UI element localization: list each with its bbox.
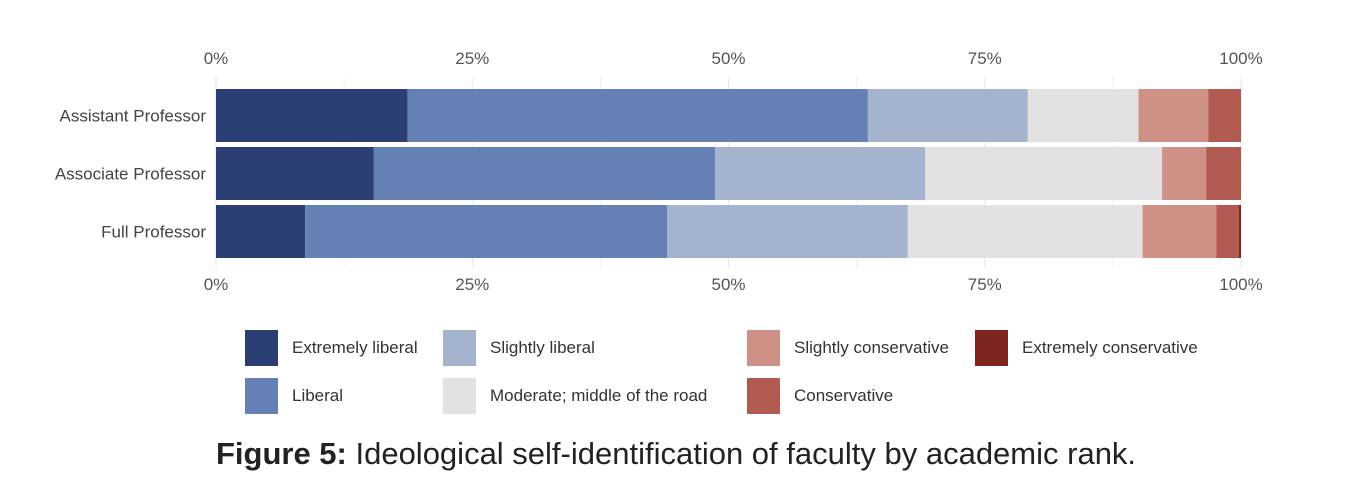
bar-segment (867, 89, 1028, 142)
bar-segment (1206, 147, 1241, 200)
x-tick-label-bottom: 0% (204, 275, 229, 294)
bar-segment (216, 205, 306, 258)
legend-swatch (443, 378, 476, 414)
legend-swatch (443, 330, 476, 366)
x-tick-label-top: 0% (204, 49, 229, 68)
legend-label: Slightly conservative (794, 338, 949, 357)
x-tick-label-top: 100% (1219, 49, 1262, 68)
legend-label: Extremely conservative (1022, 338, 1198, 357)
bar-segment (216, 147, 374, 200)
category-label: Associate Professor (55, 165, 207, 184)
category-label: Assistant Professor (60, 107, 207, 126)
chart-legend: Extremely liberal Slightly liberal Slightl… (245, 330, 1245, 414)
figure-caption: Figure 5: Ideological self-identificatio… (0, 436, 1352, 472)
x-tick-label-top: 75% (968, 49, 1002, 68)
bar-segment (305, 205, 667, 258)
legend-swatch (975, 330, 1008, 366)
bar-segment (1216, 205, 1239, 258)
legend-swatch (245, 330, 278, 366)
legend-item: Extremely liberal (245, 330, 418, 366)
bar-segment (216, 89, 408, 142)
caption-label: Figure 5: (215, 436, 347, 471)
x-tick-label-bottom: 75% (968, 275, 1002, 294)
bar-segment (407, 89, 868, 142)
legend-item: Moderate; middle of the road (443, 378, 707, 414)
legend-swatch (747, 330, 780, 366)
bar-segment (1142, 205, 1217, 258)
x-tick-label-bottom: 25% (455, 275, 489, 294)
legend-item: Slightly conservative (747, 330, 949, 366)
bar-segment (1208, 89, 1241, 142)
x-tick-label-top: 25% (455, 49, 489, 68)
legend-item: Liberal (245, 378, 343, 414)
legend-label: Extremely liberal (292, 338, 418, 357)
legend-item: Slightly liberal (443, 330, 595, 366)
bar-segment (1162, 147, 1207, 200)
stacked-bar-chart: 0% 0% 25% 25% 50% 50% 75% 75% 100% 100% Assistant … (55, 49, 1263, 294)
legend-item: Extremely conservative (975, 330, 1198, 366)
bar-segment (1027, 89, 1139, 142)
legend-label: Moderate; middle of the road (490, 386, 708, 405)
bar-segment (1238, 205, 1241, 258)
category-label: Full Professor (101, 223, 206, 242)
bar-segment (925, 147, 1163, 200)
x-tick-label-bottom: 100% (1219, 275, 1262, 294)
bar-segment (667, 205, 908, 258)
legend-label: Conservative (794, 386, 894, 405)
legend-item: Conservative (747, 378, 893, 414)
legend-swatch (245, 378, 278, 414)
legend-label: Liberal (292, 386, 344, 405)
bar-segment (715, 147, 926, 200)
legend-swatch (747, 378, 780, 414)
caption-text: Ideological self-identification of facul… (346, 436, 1137, 471)
legend-label: Slightly liberal (490, 338, 595, 357)
x-tick-label-bottom: 50% (711, 275, 745, 294)
bar-segment (907, 205, 1143, 258)
x-tick-label-top: 50% (711, 49, 745, 68)
bar-segment (373, 147, 716, 200)
bar-segment (1138, 89, 1209, 142)
